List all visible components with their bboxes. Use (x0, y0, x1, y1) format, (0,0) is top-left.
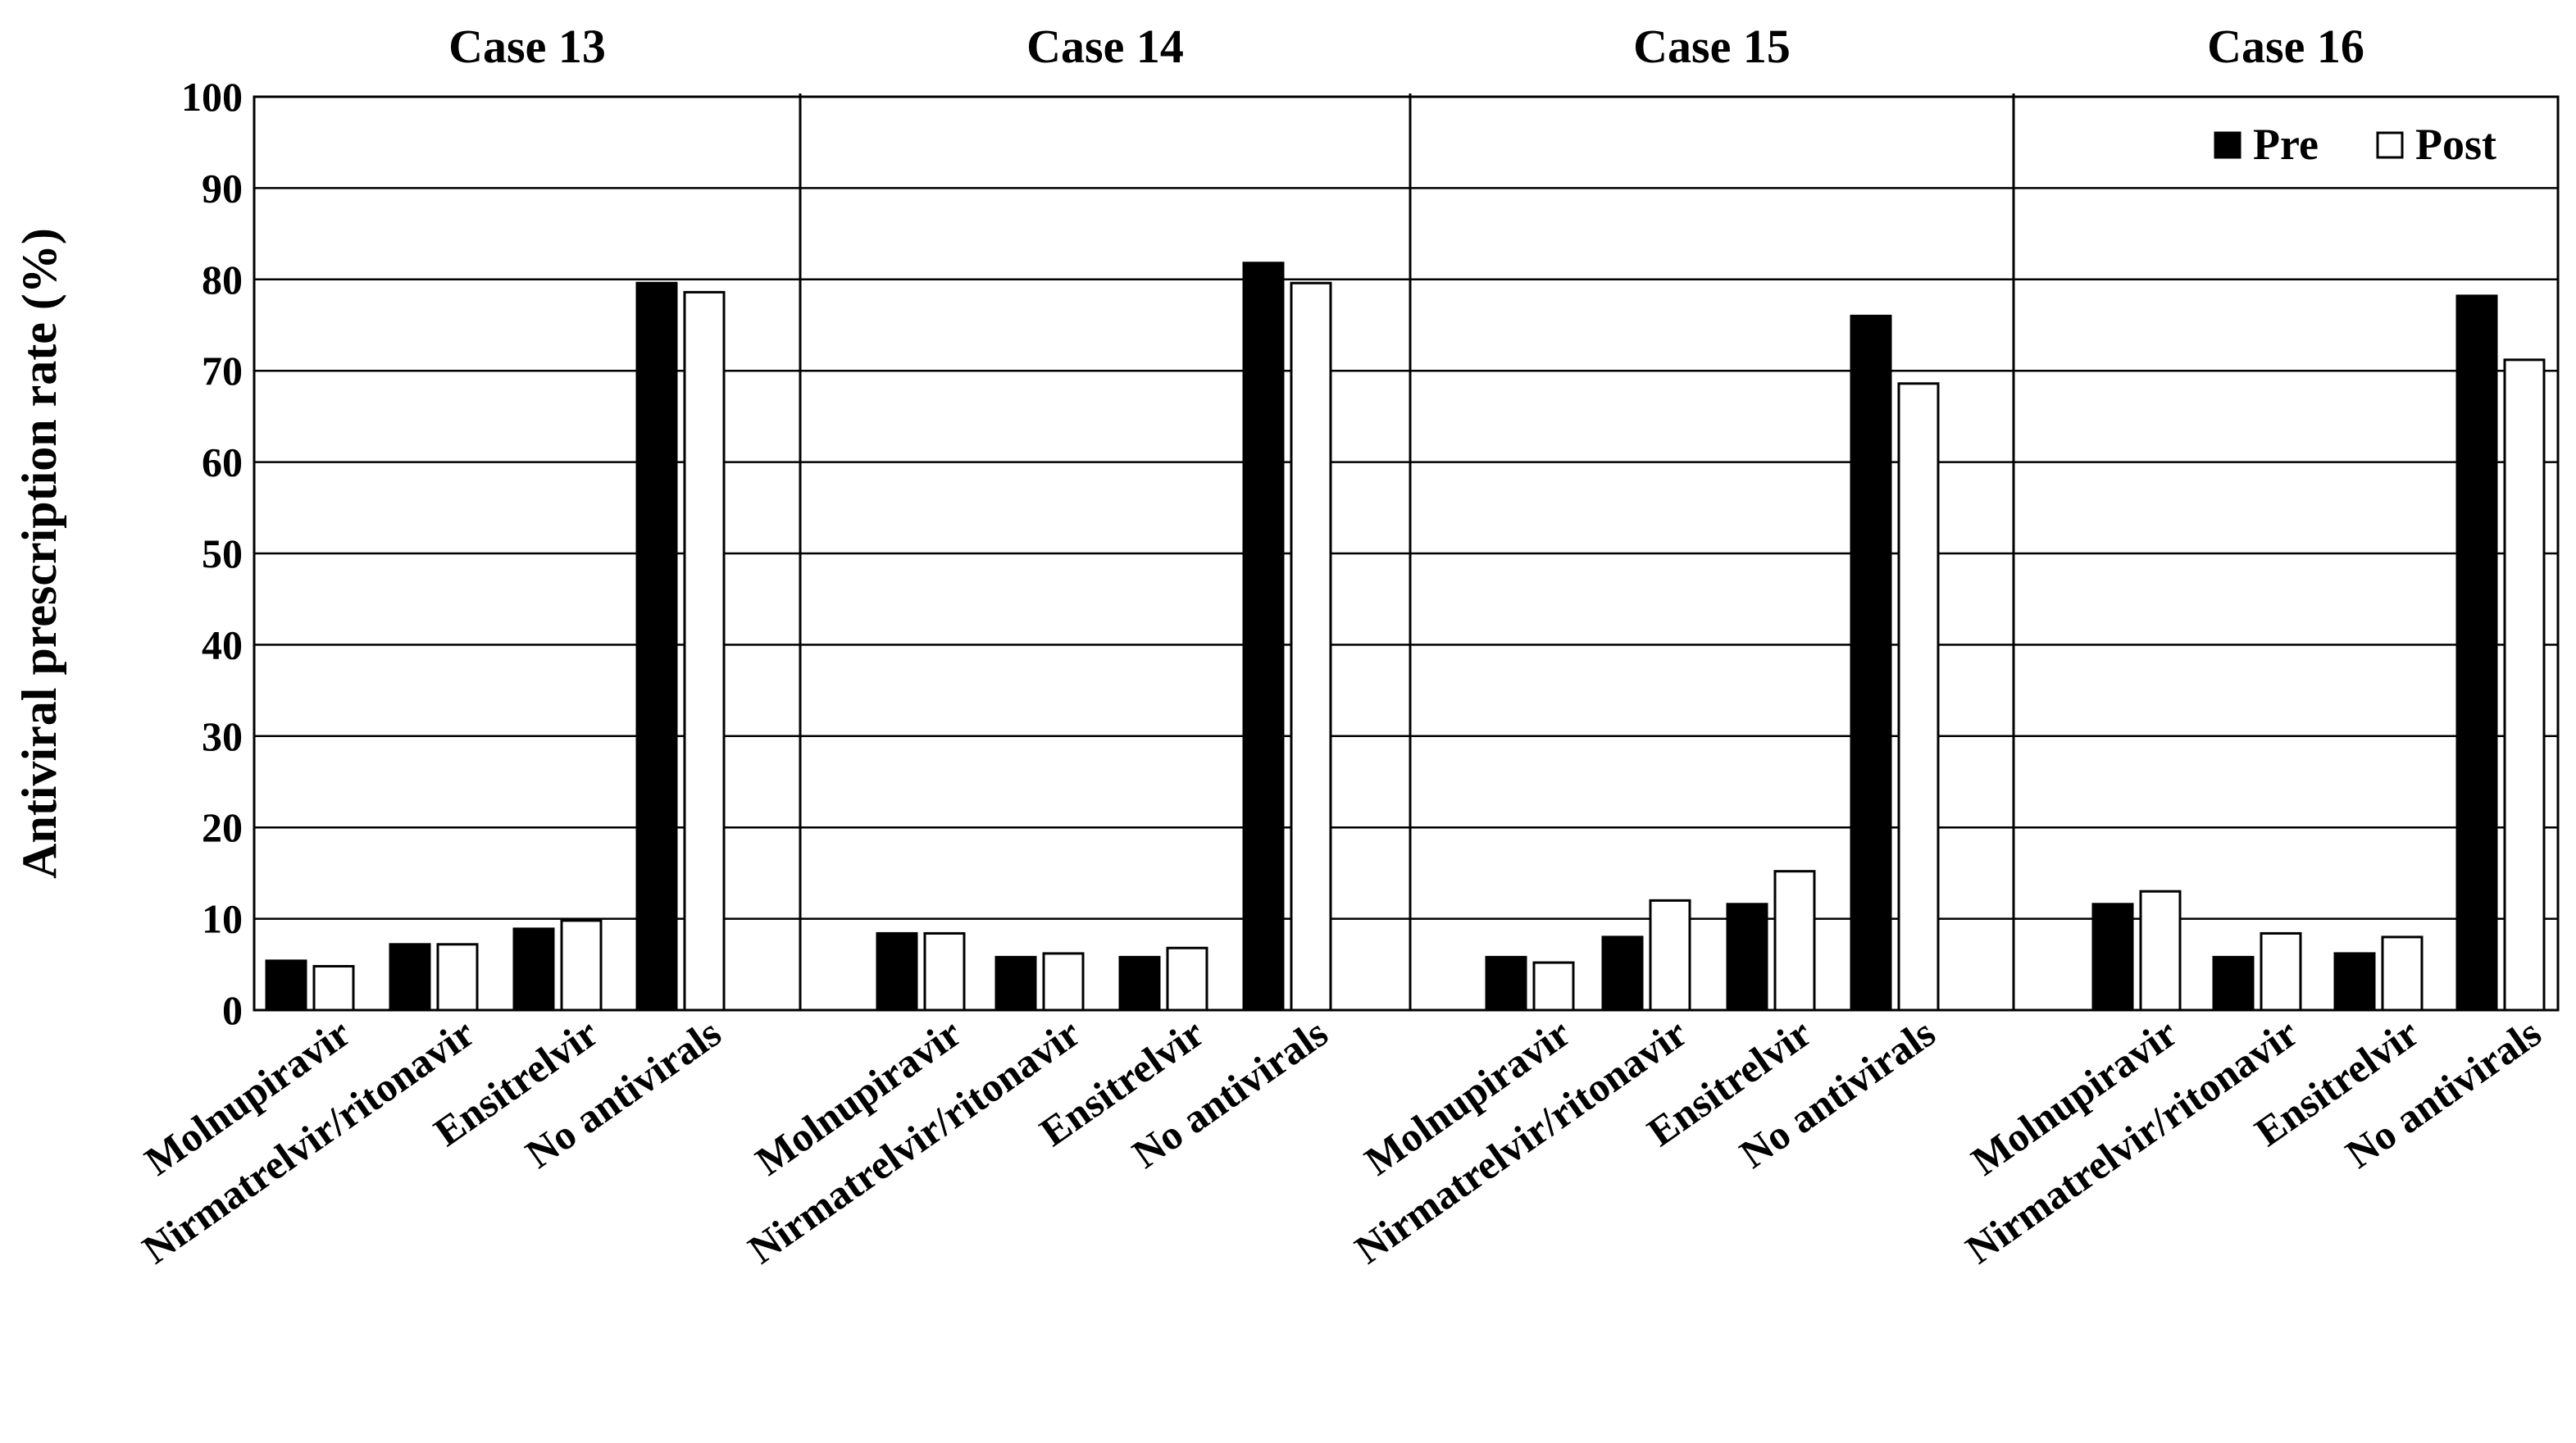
y-tick-label-0: 0 (222, 987, 243, 1033)
bar-p4-c1-post (2139, 890, 2182, 1012)
legend-pre-label: Pre (2253, 120, 2319, 169)
y-tick-label-50: 50 (202, 530, 243, 576)
legend-pre-swatch (2214, 131, 2241, 159)
bar-p3-c4-post (1897, 382, 1940, 1012)
panel-title-3: Case 15 (1633, 20, 1791, 73)
panel-title-4: Case 16 (2207, 20, 2364, 73)
y-tick-label-60: 60 (202, 439, 243, 485)
legend-post-swatch (2376, 131, 2404, 159)
bar-p1-c2-post (436, 943, 479, 1012)
bar-p1-c3-post (560, 919, 603, 1012)
bar-p2-c1-pre (876, 931, 918, 1012)
legend: Pre Post (2214, 120, 2496, 169)
bar-p1-c4-pre (635, 281, 678, 1012)
bar-p4-c2-pre (2212, 955, 2255, 1012)
bars (265, 262, 2546, 1012)
bar-p3-c2-post (1649, 899, 1691, 1012)
bar-p3-c3-post (1773, 870, 1816, 1012)
category-labels: MolnupiravirNirmatrelvir/ritonavirEnsitr… (134, 1009, 2549, 1272)
bar-p2-c2-pre (994, 955, 1037, 1012)
bar-p2-c3-post (1166, 946, 1208, 1012)
bar-p4-c4-post (2503, 358, 2546, 1012)
bar-p4-c3-post (2381, 935, 2424, 1012)
y-tick-label-90: 90 (202, 165, 243, 211)
panel-dividers (799, 93, 2015, 1010)
bar-p2-c4-post (1290, 281, 1332, 1012)
y-tick-label-80: 80 (202, 257, 243, 303)
gridlines (254, 187, 2558, 920)
y-tick-label-30: 30 (202, 713, 243, 759)
bar-p1-c2-pre (389, 943, 431, 1012)
plot-frame (253, 95, 2560, 1012)
bar-p2-c3-pre (1118, 955, 1161, 1012)
bar-p1-c1-pre (265, 959, 307, 1012)
panel-titles: Case 13 Case 14 Case 15 Case 16 (448, 20, 2364, 73)
bar-p2-c1-post (923, 931, 966, 1012)
y-tick-labels: 0 10 20 30 40 50 60 70 80 90 100 (181, 74, 243, 1033)
bar-p4-c1-pre (2091, 903, 2134, 1012)
legend-post-label: Post (2415, 120, 2496, 169)
bar-p3-c1-post (1532, 961, 1575, 1012)
bar-p4-c3-pre (2333, 952, 2376, 1012)
bar-p4-c2-post (2260, 931, 2302, 1012)
panel-title-2: Case 14 (1026, 20, 1184, 73)
bar-p1-c3-pre (512, 927, 555, 1012)
bar-p3-c2-pre (1601, 935, 1644, 1012)
panel-title-1: Case 13 (448, 20, 606, 73)
y-tick-label-70: 70 (202, 348, 243, 394)
bar-p1-c4-post (683, 290, 726, 1012)
bar-p2-c2-post (1042, 952, 1085, 1012)
bar-p4-c4-pre (2455, 294, 2498, 1012)
y-tick-label-10: 10 (202, 896, 243, 942)
y-tick-label-100: 100 (181, 74, 243, 120)
bar-p3-c1-pre (1485, 955, 1527, 1012)
bar-p2-c4-pre (1242, 262, 1285, 1012)
y-axis-title: Antiviral prescription rate (%) (12, 228, 66, 879)
y-tick-label-40: 40 (202, 621, 243, 667)
y-tick-label-20: 20 (202, 804, 243, 850)
bar-p3-c3-pre (1726, 903, 1768, 1012)
bar-p3-c4-pre (1850, 314, 1892, 1012)
bar-p1-c1-post (312, 965, 355, 1012)
